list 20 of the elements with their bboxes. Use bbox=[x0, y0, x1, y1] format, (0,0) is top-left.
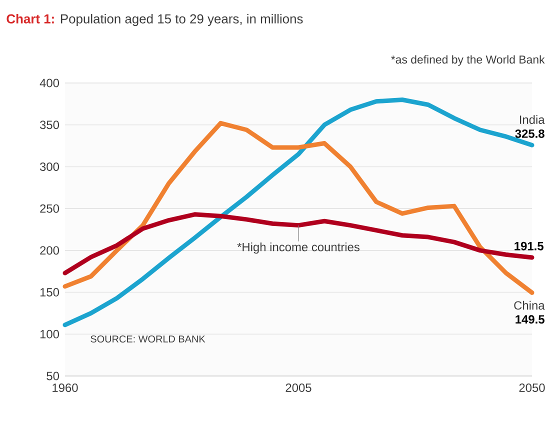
y-tick-label: 300 bbox=[40, 162, 60, 171]
data-label: 191.5 bbox=[514, 242, 544, 250]
annotation: *High income countries bbox=[237, 242, 360, 254]
y-tick-label: 100 bbox=[40, 330, 60, 338]
chart-title: Chart 1: Population aged 15 to 29 years, in millions bbox=[6, 14, 303, 26]
y-tick-label: 200 bbox=[40, 246, 60, 255]
data-label: 149.5 bbox=[516, 315, 544, 324]
series-label: China bbox=[514, 300, 545, 310]
y-tick-label: 350 bbox=[40, 120, 60, 130]
x-tick-label: 1960 bbox=[52, 384, 78, 392]
text: *as defined by the World Bank bbox=[391, 55, 545, 66]
y-tick-label: 250 bbox=[40, 204, 60, 213]
series-label: India bbox=[520, 115, 545, 124]
y-tick-label: 150 bbox=[40, 288, 60, 297]
x-tick-label: 2005 bbox=[286, 384, 312, 392]
y-tick-label: 400 bbox=[40, 78, 60, 88]
x-tick-label: 2050 bbox=[519, 384, 545, 392]
y-tick-label: 50 bbox=[46, 372, 60, 380]
data-label: 325.8 bbox=[515, 129, 544, 138]
annotation: SOURCE: WORLD BANK bbox=[90, 335, 206, 343]
